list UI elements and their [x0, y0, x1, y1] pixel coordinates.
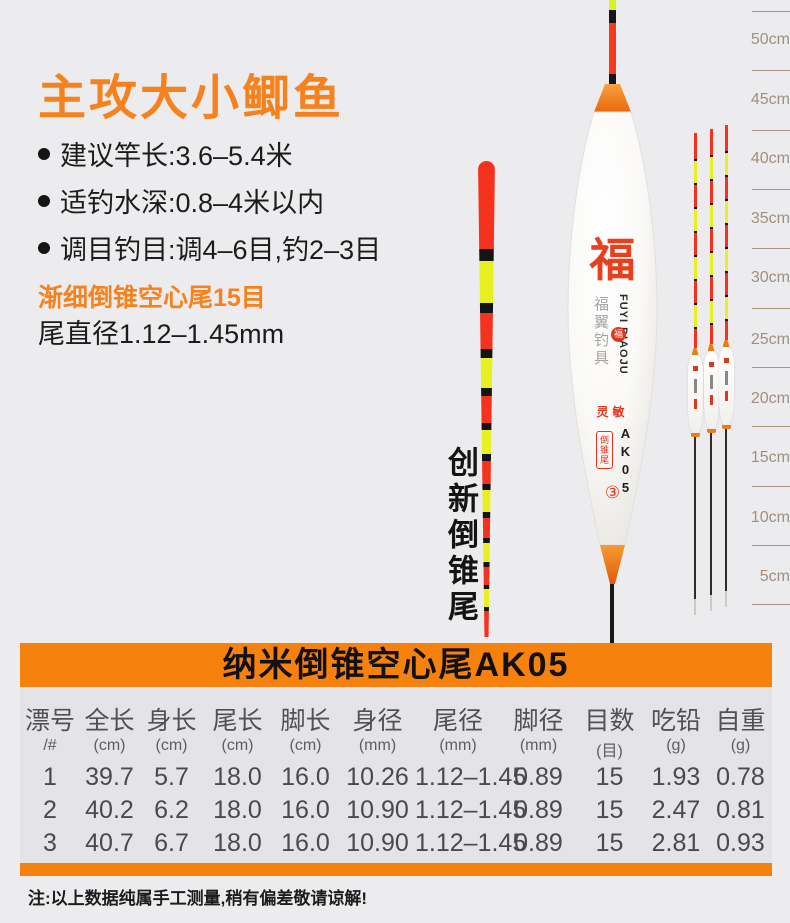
float-silhouette: [567, 0, 658, 643]
ruler-tick: [752, 545, 790, 546]
tail-type-stamp: 倒锥尾: [596, 431, 613, 469]
tail-diameter-text: 尾直径1.12–1.45mm: [38, 319, 285, 349]
float-shoulder-cone: [594, 84, 631, 112]
ruler-label: 30cm: [750, 269, 790, 286]
sensitive-label: 灵敏: [596, 405, 629, 419]
table-row: 3 40.7 6.7 18.0 16.0 10.90 1.12–1.45 0.8…: [43, 829, 765, 857]
list-item: 适钓水深:0.8–4米以内: [38, 177, 381, 224]
mini-stamp-mark: [693, 399, 697, 409]
column-header: 吃铅 (g): [650, 707, 701, 754]
bottom-accent-strip: [20, 863, 772, 876]
page-title: 主攻大小鲫鱼: [38, 72, 345, 125]
small-float-body: [703, 351, 719, 429]
bullet-text: 适钓水深:0.8–4米以内: [60, 188, 325, 218]
ruler-tick: [752, 70, 790, 71]
bullet-icon: [38, 194, 50, 207]
mini-logo-mark: [692, 366, 698, 371]
small-float-cone: [707, 344, 715, 351]
ruler-label: 20cm: [750, 390, 790, 407]
tail-stripe: [609, 74, 616, 84]
ruler-tick: [752, 426, 790, 427]
ruler-label: 45cm: [750, 91, 790, 108]
column-header: 全长 (cm): [84, 707, 135, 754]
column-header: 尾长 (cm): [212, 707, 263, 754]
ruler-tick: [752, 248, 790, 249]
small-float-foot: [710, 433, 712, 611]
list-item: 调目钓目:调4–6目,钓2–3目: [38, 224, 381, 271]
ruler-label: 40cm: [750, 150, 790, 167]
small-float-cone: [722, 340, 730, 347]
ruler-tick: [752, 189, 790, 190]
small-float-image: [718, 125, 734, 607]
main-float-image: 福 福翼钓具 FUYI DIAOJU 福 灵敏 倒锥尾 AK05 ③: [560, 0, 665, 650]
column-header: 漂号/#: [24, 707, 75, 754]
mini-stamp-mark: [709, 395, 713, 405]
column-header: 尾径 (mm): [432, 707, 483, 754]
vertical-slogan: 创新倒锥尾: [443, 446, 478, 626]
spec-bullet-list: 建议竿长:3.6–5.4米 适钓水深:0.8–4米以内 调目钓目:调4–6目,钓…: [38, 130, 381, 271]
ruler-tick: [752, 11, 790, 12]
ruler-tick: [752, 130, 790, 131]
bullet-icon: [38, 147, 50, 160]
ruler-tick: [752, 604, 790, 605]
small-float-body: [687, 355, 703, 433]
size-badge: ③: [604, 483, 621, 502]
small-float-tail: [724, 125, 728, 340]
small-float-tail: [709, 129, 713, 344]
brand-seal-icon: 福: [611, 327, 626, 342]
brand-name-cn: 福翼钓具: [592, 296, 609, 368]
small-float-band: [721, 425, 731, 429]
small-float-foot: [694, 437, 696, 615]
ruler-label: 35cm: [750, 210, 790, 227]
tail-stripe: [609, 23, 616, 74]
small-float-band: [706, 429, 716, 433]
model-label: AK05: [618, 426, 633, 498]
bullet-icon: [38, 241, 50, 254]
ruler-tick: [752, 486, 790, 487]
table-header-row: 漂号/# 全长 (cm) 身长 (cm) 尾长 (cm) 脚长 (cm) 身径 (mm) …: [20, 701, 772, 761]
ruler-label: 15cm: [750, 449, 790, 466]
small-float-body: [718, 347, 734, 425]
small-float-foot: [725, 429, 727, 607]
table-title: 纳米倒锥空心尾AK05: [222, 646, 570, 684]
column-header: 身长 (cm): [146, 707, 197, 754]
table-row: 2 40.2 6.2 18.0 16.0 10.90 1.12–1.45 0.8…: [43, 796, 765, 824]
column-header: 身径 (mm): [352, 707, 403, 754]
float-glitter-cone: [600, 545, 625, 584]
mini-logo-mark: [723, 358, 729, 363]
tail-stripe: [609, 10, 616, 23]
ruler-label: 10cm: [750, 509, 790, 526]
ruler-label: 50cm: [750, 31, 790, 48]
ruler-label: 5cm: [759, 568, 790, 585]
tail-tip: [609, 0, 616, 10]
table-title-band: 纳米倒锥空心尾AK05: [20, 643, 772, 687]
column-header: 脚径 (mm): [513, 707, 564, 754]
list-item: 建议竿长:3.6–5.4米: [38, 130, 381, 177]
column-header: 目数 (目): [584, 707, 635, 760]
mini-text-mark: [693, 379, 697, 393]
ruler-label: 25cm: [750, 331, 790, 348]
mini-logo-mark: [708, 362, 714, 367]
ruler-tick: [752, 367, 790, 368]
mini-text-mark: [709, 375, 713, 389]
column-header: 脚长 (cm): [280, 707, 331, 754]
small-float-band: [690, 433, 700, 437]
spec-table: 漂号/# 全长 (cm) 身长 (cm) 尾长 (cm) 脚长 (cm) 身径 (mm) …: [20, 687, 772, 863]
fu-logo: 福: [589, 234, 636, 286]
mini-text-mark: [724, 371, 728, 385]
column-header: 自重 (g): [715, 707, 766, 754]
ruler-tick: [752, 308, 790, 309]
small-float-image: [703, 129, 719, 611]
small-float-image: [687, 133, 703, 615]
small-float-cone: [691, 348, 699, 355]
mini-stamp-mark: [724, 391, 728, 401]
bullet-text: 建议竿长:3.6–5.4米: [60, 141, 293, 171]
float-foot: [610, 584, 614, 643]
bullet-text: 调目钓目:调4–6目,钓2–3目: [60, 235, 382, 265]
small-float-tail: [693, 133, 697, 348]
table-row: 1 39.7 5.7 18.0 16.0 10.26 1.12–1.45 0.8…: [43, 763, 765, 791]
tail-feature-subtitle: 渐细倒锥空心尾15目: [38, 284, 266, 312]
footnote: 注:以上数据纯属手工测量,稍有偏差敬请谅解!: [28, 889, 368, 908]
